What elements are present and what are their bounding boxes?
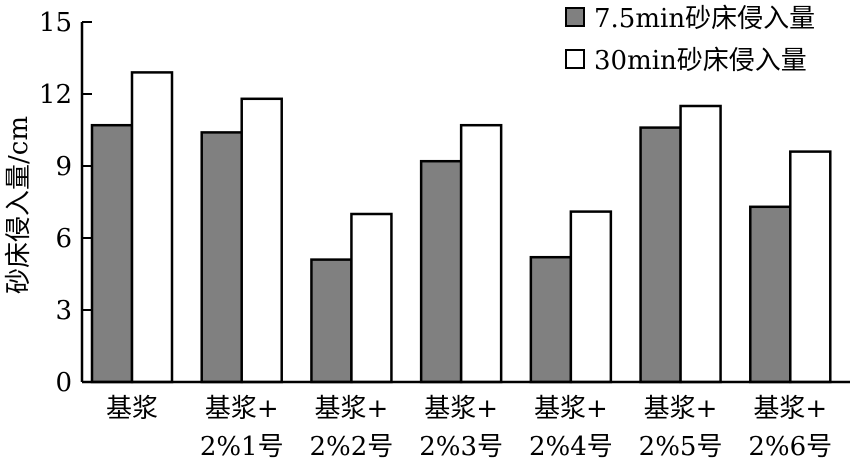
bar-series1 [310, 258, 353, 384]
bar-series2 [240, 97, 283, 384]
category-label: 基浆+ [424, 394, 498, 424]
category-label: 基浆+ [534, 394, 608, 424]
bar-series1 [200, 131, 243, 384]
y-axis-ticks: 0 3 6 9 12 15 [39, 8, 92, 398]
bar-series2 [350, 212, 393, 384]
bar-series1 [529, 255, 573, 384]
category-label: 2%1号 [200, 432, 284, 462]
category-label: 2%3号 [419, 432, 503, 462]
bar-series2 [459, 123, 503, 384]
category-label: 2%4号 [529, 432, 613, 462]
bars-group [90, 71, 832, 384]
y-tick-label: 12 [39, 80, 72, 110]
y-tick-label: 0 [55, 368, 72, 398]
y-tick-label: 6 [55, 224, 72, 254]
bar-series2 [789, 150, 832, 384]
category-labels: 基浆 基浆+2%1号基浆+2%2号基浆+2%3号基浆+2%4号基浆+2%5号基浆+… [106, 394, 832, 462]
axes [80, 22, 850, 384]
bar-series2 [569, 210, 613, 384]
y-tick-label: 9 [55, 152, 72, 182]
y-axis-label-group: 砂床侵入量/cm [4, 116, 34, 294]
legend-swatch [565, 49, 585, 69]
category-label: 基浆 [106, 394, 158, 424]
bar-series2 [679, 104, 722, 384]
category-label: 2%6号 [748, 432, 832, 462]
category-label: 基浆+ [315, 394, 389, 424]
category-label: 2%5号 [639, 432, 723, 462]
category-label: 基浆+ [753, 394, 827, 424]
category-label: 2%2号 [310, 432, 394, 462]
category-label: 基浆+ [644, 394, 718, 424]
legend: 7.5min砂床侵入量 30min砂床侵入量 [565, 4, 815, 76]
legend-swatch [565, 7, 585, 27]
bar-series1 [749, 205, 792, 384]
bar-series1 [90, 123, 134, 384]
bar-series2 [130, 71, 174, 384]
y-axis-label: 砂床侵入量/cm [4, 116, 34, 294]
y-tick-label: 15 [39, 8, 72, 38]
category-label: 基浆+ [205, 394, 279, 424]
legend-label: 30min砂床侵入量 [594, 46, 807, 76]
legend-label: 7.5min砂床侵入量 [594, 4, 815, 34]
bar-series1 [639, 126, 682, 384]
y-tick-label: 3 [55, 296, 72, 326]
bar-series1 [419, 159, 463, 384]
